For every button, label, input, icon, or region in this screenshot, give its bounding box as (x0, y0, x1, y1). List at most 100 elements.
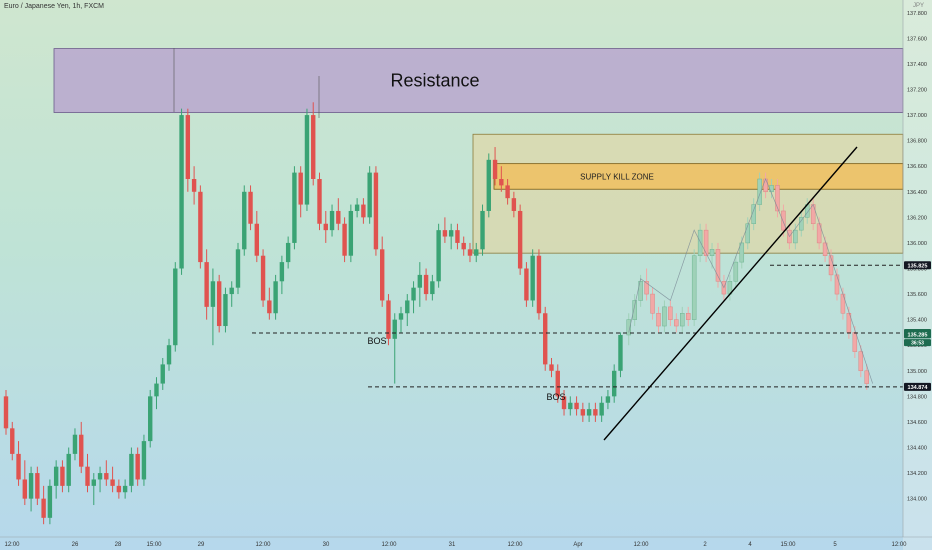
candle-body (574, 402, 579, 410)
candle-body (593, 409, 598, 416)
candle-body (229, 287, 234, 295)
candle-body (561, 396, 567, 410)
candle-body (235, 249, 241, 288)
time-tick-label: 12:00 (633, 542, 649, 548)
candle-body (191, 179, 197, 192)
price-tick-label: 136.200 (907, 215, 927, 221)
candle-body (35, 473, 40, 499)
candle-body (599, 402, 604, 416)
candle-body (436, 230, 441, 282)
candle-body (474, 249, 479, 256)
price-tick-label: 134.000 (907, 497, 927, 503)
candle-body (104, 473, 109, 480)
bos-label-1: BOS (367, 336, 386, 346)
price-tag-bg (904, 339, 931, 347)
price-tick-label: 135.800 (907, 267, 927, 273)
candle-body (611, 370, 617, 397)
candle-body (160, 364, 165, 384)
candle-body (411, 287, 416, 301)
candle-body (22, 479, 28, 499)
candle-body (386, 300, 391, 339)
candle-body (210, 281, 216, 307)
projection-candle-body (775, 185, 780, 212)
candle-body (3, 396, 9, 429)
projection-candle-body (632, 300, 637, 320)
price-tick-label: 134.800 (907, 394, 927, 400)
candle-body (91, 479, 96, 486)
candle-body (348, 210, 354, 256)
candle-body (148, 396, 153, 442)
projection-candle-body (763, 178, 768, 193)
projection-candle-body (674, 319, 679, 327)
candle-body (216, 281, 222, 327)
projection-candle-body (709, 249, 715, 256)
candle-body (398, 313, 404, 320)
time-tick-label: 28 (115, 542, 122, 548)
candle-body (242, 191, 247, 250)
projection-candle-body (793, 229, 798, 244)
projection-path (628, 178, 874, 384)
candle-body (361, 204, 366, 218)
candle-body (448, 230, 454, 237)
candle-body (499, 179, 504, 186)
candle-body (185, 115, 191, 179)
price-tick-label: 136.800 (907, 139, 927, 145)
candle-body (298, 172, 303, 205)
candle-body (586, 409, 592, 416)
price-axis[interactable]: 134.000 134.200 134.400 134.600 134.800 135.0… (902, 0, 932, 550)
candle-body (285, 242, 291, 263)
projection-candle-body (834, 274, 840, 295)
candle-body (129, 453, 134, 486)
projection-candle-body (697, 229, 703, 256)
candle-body (273, 281, 278, 314)
supply-kill-zone-label: SUPPLY KILL ZONE (580, 172, 654, 181)
projection-candle-body (656, 313, 661, 327)
price-tag-label: 135.825 (908, 263, 928, 269)
candle-body (116, 485, 122, 493)
price-tick-label: 136.400 (907, 190, 927, 196)
candle-body (549, 364, 554, 371)
projection-candle-body (840, 293, 846, 314)
time-tick-label: 15:00 (780, 542, 796, 548)
price-tag-label: 134.874 (908, 385, 929, 391)
projection-candle-body (691, 255, 697, 320)
candle-body (179, 115, 184, 269)
projection-candle-body (733, 261, 739, 282)
price-tag-label: 135.285 (908, 332, 928, 338)
candle-body (555, 370, 560, 397)
price-tick-label: 135.400 (907, 318, 927, 324)
time-tick-label: 29 (198, 542, 205, 548)
candle-body (423, 274, 429, 295)
candle-body (336, 210, 341, 224)
candle-body (467, 249, 473, 256)
candle-body (166, 345, 172, 365)
time-tick-label: 26 (72, 542, 79, 548)
price-tick-label: 137.200 (907, 88, 927, 94)
candle-body (311, 115, 316, 179)
price-tick-label: 137.800 (907, 11, 927, 17)
candle-body (16, 453, 21, 480)
projection-candle-body (864, 370, 869, 384)
price-tick-label: 135.600 (907, 292, 927, 298)
supply-kill-zone (493, 163, 904, 190)
currency-label: JPY (913, 3, 925, 9)
projection-candle-body (739, 242, 745, 263)
projection-candle-body (745, 223, 750, 244)
candle-body (260, 255, 266, 301)
price-tick-label: 134.200 (907, 471, 927, 477)
candle-body (354, 204, 360, 211)
price-tick-label: 135.000 (907, 369, 927, 375)
candle-body (248, 191, 253, 224)
candle-body (254, 223, 259, 256)
projection-candle-body (751, 204, 756, 224)
resistance-zone (53, 48, 904, 113)
projection-candle-body (662, 306, 667, 327)
candle-body (367, 172, 372, 218)
time-axis[interactable]: 12:00 26 28 15:00 29 12:00 30 12:00 31 12:00 Apr 12… (0, 536, 932, 548)
candle-body (517, 210, 523, 269)
candle-body (72, 434, 78, 454)
price-tick-label: 137.600 (907, 36, 927, 42)
candle-body (536, 255, 542, 314)
candle-body (41, 498, 46, 518)
